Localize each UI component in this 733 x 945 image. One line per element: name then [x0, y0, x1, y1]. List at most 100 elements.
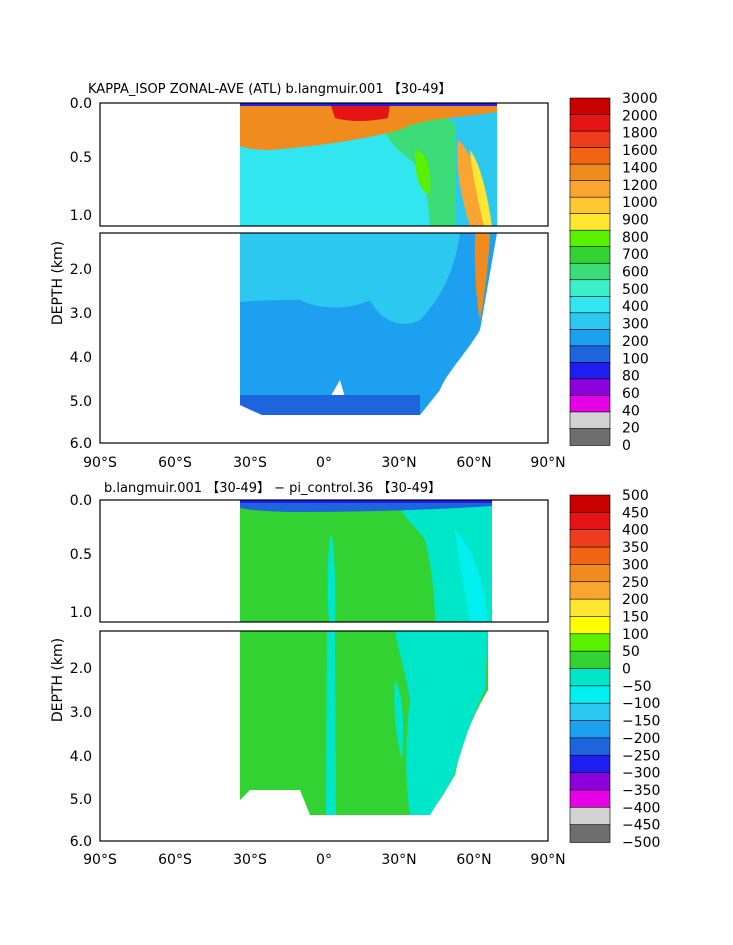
bottom-ytick-6: 5.0 — [70, 792, 92, 808]
bottom-colorbar-label-3: 350 — [622, 540, 649, 556]
bottom-colorbar-swatch-10 — [569, 668, 611, 687]
top-upper-surface-dark — [240, 103, 497, 106]
top-xtick-5: 60°N — [456, 455, 491, 471]
top-colorbar-swatch-5 — [569, 180, 611, 198]
top-colorbar-label-6: 1000 — [622, 195, 658, 211]
bottom-colorbar-swatch-1 — [569, 512, 611, 531]
bottom-colorbar-label-17: −350 — [622, 783, 660, 799]
top-xtick-1: 60°S — [158, 455, 192, 471]
bottom-lower-field — [240, 631, 488, 815]
top-panel: KAPPA_ISOP ZONAL-AVE (ATL) b.langmuir.00… — [50, 82, 658, 471]
top-colorbar-label-1: 2000 — [622, 108, 658, 124]
top-upper-surface-band — [240, 103, 497, 150]
top-ylabel: DEPTH (km) — [50, 241, 66, 325]
top-upper-yellow-north — [470, 150, 492, 226]
bottom-ylabel: DEPTH (km) — [50, 638, 66, 722]
bottom-colorbar-label-6: 200 — [622, 592, 649, 608]
bottom-colorbar-swatch-6 — [569, 598, 611, 618]
top-lower-frame — [99, 232, 549, 444]
bottom-panel: b.langmuir.001 【30-49】 − pi_control.36 【… — [50, 481, 660, 868]
bottom-colorbar-swatch-8 — [569, 633, 611, 652]
top-xtick-4: 30°N — [381, 455, 416, 471]
top-colorbar-swatch-10 — [569, 262, 611, 281]
bottom-xtick-5: 60°N — [456, 852, 491, 868]
top-lower-field — [240, 233, 497, 415]
bottom-colorbar-swatch-3 — [569, 546, 611, 566]
bottom-colorbar-label-4: 300 — [622, 557, 649, 573]
top-xtick-6: 90°N — [530, 455, 565, 471]
bottom-lower-cyan-north — [395, 631, 488, 815]
bottom-colorbar-swatch-5 — [569, 581, 611, 600]
top-colorbar-label-14: 200 — [622, 334, 649, 350]
bottom-title: b.langmuir.001 【30-49】 − pi_control.36 【… — [104, 481, 441, 496]
top-colorbar-swatch-13 — [569, 312, 611, 331]
top-colorbar-swatch-0 — [569, 97, 611, 116]
top-colorbar-swatch-14 — [569, 329, 611, 347]
bottom-colorbar-swatch-17 — [569, 789, 611, 809]
top-colorbar: 3000200018001600140012001000900800700600… — [569, 91, 658, 454]
top-ytick-0: 0.0 — [70, 96, 92, 112]
bottom-xtick-6: 90°N — [530, 852, 565, 868]
bottom-colorbar-label-9: 50 — [622, 644, 640, 660]
top-ytick-5: 4.0 — [70, 350, 92, 366]
bottom-ytick-0: 0.0 — [70, 493, 92, 509]
top-xtick-3: 0° — [316, 455, 332, 471]
bottom-colorbar-swatch-16 — [569, 772, 611, 791]
top-xtick-0: 90°S — [83, 455, 117, 471]
bottom-colorbar-swatch-19 — [569, 824, 611, 843]
top-colorbar-swatch-18 — [569, 395, 611, 413]
top-colorbar-swatch-12 — [569, 295, 611, 314]
bottom-colorbar-label-2: 400 — [622, 523, 649, 539]
bottom-colorbar-label-7: 150 — [622, 609, 649, 625]
bottom-colorbar-label-16: −300 — [622, 766, 660, 782]
top-xtick-2: 30°S — [233, 455, 267, 471]
top-upper-frame — [99, 102, 549, 227]
top-colorbar-swatch-19 — [569, 411, 611, 430]
bottom-upper-equator-strip — [327, 535, 336, 622]
top-title: KAPPA_ISOP ZONAL-AVE (ATL) b.langmuir.00… — [88, 82, 452, 97]
bottom-colorbar-swatch-12 — [569, 702, 611, 722]
top-lower-orange-edge — [474, 233, 490, 320]
top-colorbar-label-8: 800 — [622, 230, 649, 246]
top-colorbar-label-0: 3000 — [622, 91, 658, 107]
top-colorbar-swatch-16 — [569, 362, 611, 380]
top-upper-green-patch — [414, 150, 431, 195]
top-colorbar-swatch-2 — [569, 130, 611, 149]
bottom-colorbar-label-11: −50 — [622, 679, 652, 695]
bottom-xtick-4: 30°N — [381, 852, 416, 868]
bottom-ytick-5: 4.0 — [70, 749, 92, 765]
bottom-ytick-7: 6.0 — [70, 834, 92, 850]
top-lower-bottom-blue — [240, 395, 420, 415]
top-colorbar-label-7: 900 — [622, 212, 649, 228]
top-colorbar-swatch-6 — [569, 196, 611, 215]
top-upper-green-north — [380, 112, 455, 226]
top-colorbar-label-5: 1200 — [622, 178, 658, 194]
bottom-colorbar-swatch-18 — [569, 806, 611, 826]
top-ytick-3: 2.0 — [70, 262, 92, 278]
bottom-colorbar: 500450400350300250200150100500−50−100−15… — [569, 488, 660, 851]
bottom-colorbar-label-15: −250 — [622, 748, 660, 764]
bottom-colorbar-swatch-4 — [569, 564, 611, 583]
top-colorbar-label-13: 300 — [622, 317, 649, 333]
bottom-colorbar-swatch-13 — [569, 720, 611, 739]
top-colorbar-swatch-7 — [569, 213, 611, 231]
top-colorbar-label-3: 1600 — [622, 143, 658, 159]
bottom-colorbar-swatch-7 — [569, 616, 611, 635]
top-colorbar-label-10: 600 — [622, 265, 649, 281]
top-colorbar-label-20: 0 — [622, 438, 631, 454]
top-upper-surface-red — [330, 103, 390, 121]
top-ytick-2: 1.0 — [70, 208, 92, 224]
top-colorbar-label-18: 40 — [622, 403, 640, 419]
top-ytick-6: 5.0 — [70, 394, 92, 410]
bottom-colorbar-label-10: 0 — [622, 662, 631, 678]
bottom-upper-light-north — [455, 530, 488, 622]
top-colorbar-label-17: 60 — [622, 386, 640, 402]
bottom-ytick-4: 3.0 — [70, 705, 92, 721]
top-colorbar-label-19: 20 — [622, 421, 640, 437]
bottom-ytick-1: 0.5 — [70, 547, 92, 563]
bottom-colorbar-label-12: −100 — [622, 696, 660, 712]
bottom-colorbar-label-1: 450 — [622, 505, 649, 521]
bottom-lower-frame — [99, 630, 549, 842]
bottom-colorbar-label-14: −200 — [622, 731, 660, 747]
